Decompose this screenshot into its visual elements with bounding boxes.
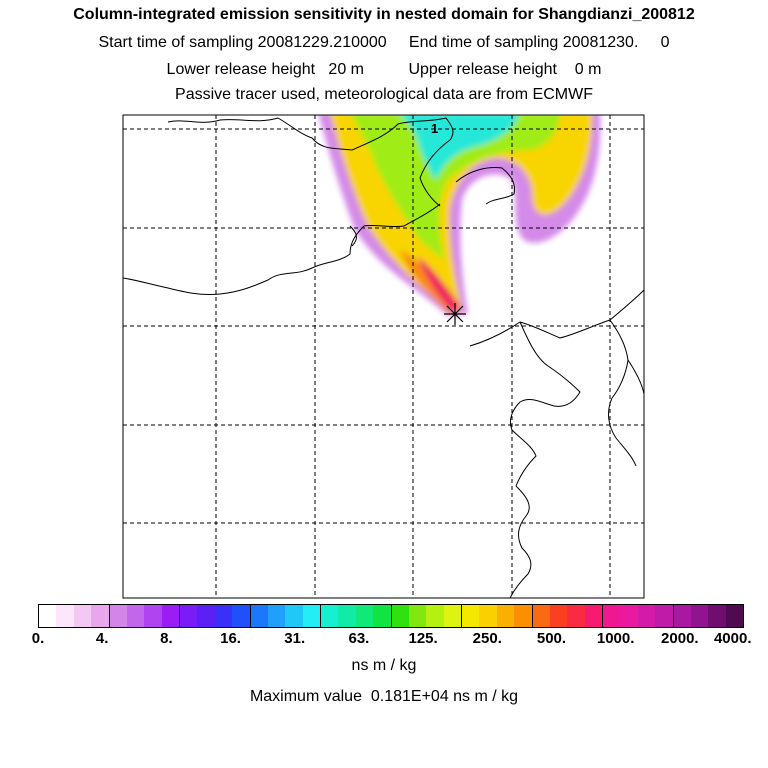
colorbar-tick-label: 500. <box>536 630 567 647</box>
colorbar-segment <box>161 605 179 627</box>
colorbar-segment <box>531 605 550 627</box>
colorbar-segment <box>408 605 427 627</box>
colorbar-segment <box>708 605 726 627</box>
colorbar-segment <box>461 605 480 627</box>
colorbar-segment <box>108 605 127 627</box>
coastlines <box>123 117 644 598</box>
maximum-value: Maximum value 0.181E+04 ns m / kg <box>249 688 519 705</box>
colorbar-tick-label: 31. <box>284 630 306 647</box>
colorbar-segment <box>56 605 74 627</box>
sampling-times: Start time of sampling 20081229.210000 E… <box>98 34 670 51</box>
tracer-info: Passive tracer used, meteorological data… <box>175 86 593 103</box>
colorbar-segment <box>725 605 743 627</box>
colorbar-segment <box>267 605 286 627</box>
colorbar-segment <box>91 605 109 627</box>
colorbar-tick-label: 250. <box>472 630 502 647</box>
colorbar <box>38 604 744 628</box>
colorbar-segment <box>320 605 339 627</box>
colorbar-segment <box>249 605 268 627</box>
colorbar-tick-label: 2000. <box>661 630 699 647</box>
colorbar-segment <box>355 605 374 627</box>
colorbar-segment <box>39 605 57 627</box>
colorbar-segment <box>73 605 92 627</box>
plot-title: Column-integrated emission sensitivity i… <box>73 6 695 23</box>
plume-red <box>418 256 460 312</box>
plume-green <box>351 115 560 260</box>
colorbar-segment <box>690 605 709 627</box>
colorbar-segment <box>373 605 391 627</box>
map-frame <box>122 114 645 599</box>
colorbar-segment <box>285 605 303 627</box>
colorbar-segment <box>426 605 444 627</box>
colorbar-segment <box>232 605 250 627</box>
colorbar-segment <box>637 605 656 627</box>
colorbar-segment <box>338 605 356 627</box>
colorbar-segment <box>179 605 198 627</box>
colorbar-segment <box>197 605 215 627</box>
colorbar-segment <box>620 605 638 627</box>
colorbar-segment <box>496 605 515 627</box>
colorbar-segment <box>126 605 145 627</box>
colorbar-segment <box>584 605 602 627</box>
colorbar-tick-label: 125. <box>408 630 438 647</box>
colorbar-segment <box>549 605 568 627</box>
colorbar-tick-label: 16. <box>220 630 241 647</box>
colorbar-segment <box>144 605 162 627</box>
colorbar-tick-label: 0. <box>31 630 45 647</box>
colorbar-tick-labels: 0. 4. 8. 16. 31. 63. 125. 250. 500. 1000. 2000. 400… <box>0 630 768 650</box>
colorbar-unit: ns m / kg <box>351 657 417 674</box>
station-marker-icon <box>444 303 466 325</box>
colorbar-segment <box>443 605 461 627</box>
colorbar-segment <box>602 605 621 627</box>
map-number-label: 1 <box>431 121 438 136</box>
colorbar-segment <box>672 605 691 627</box>
colorbar-tick-label: 4. <box>95 630 109 647</box>
colorbar-segment <box>390 605 409 627</box>
colorbar-tick-label: 8. <box>160 630 173 647</box>
plume-cyan <box>400 115 519 180</box>
colorbar-tick-label: 1000. <box>596 630 635 647</box>
colorbar-segment <box>567 605 585 627</box>
colorbar-tick-label: 63. <box>348 630 370 647</box>
sensitivity-field <box>318 115 601 316</box>
colorbar-segment <box>514 605 532 627</box>
release-heights: Lower release height 20 m Upper release … <box>166 61 602 78</box>
colorbar-segment <box>479 605 497 627</box>
colorbar-segment <box>214 605 233 627</box>
colorbar-segment <box>302 605 320 627</box>
colorbar-segment <box>655 605 673 627</box>
colorbar-tick-label: 4000. <box>713 630 752 647</box>
